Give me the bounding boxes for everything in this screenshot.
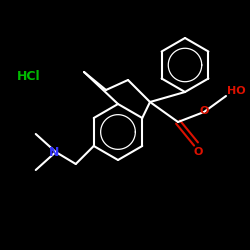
Text: N: N: [48, 146, 59, 158]
Text: O: O: [199, 106, 209, 116]
Text: O: O: [193, 147, 203, 157]
Text: HO: HO: [227, 86, 245, 96]
Text: HCl: HCl: [17, 70, 40, 83]
